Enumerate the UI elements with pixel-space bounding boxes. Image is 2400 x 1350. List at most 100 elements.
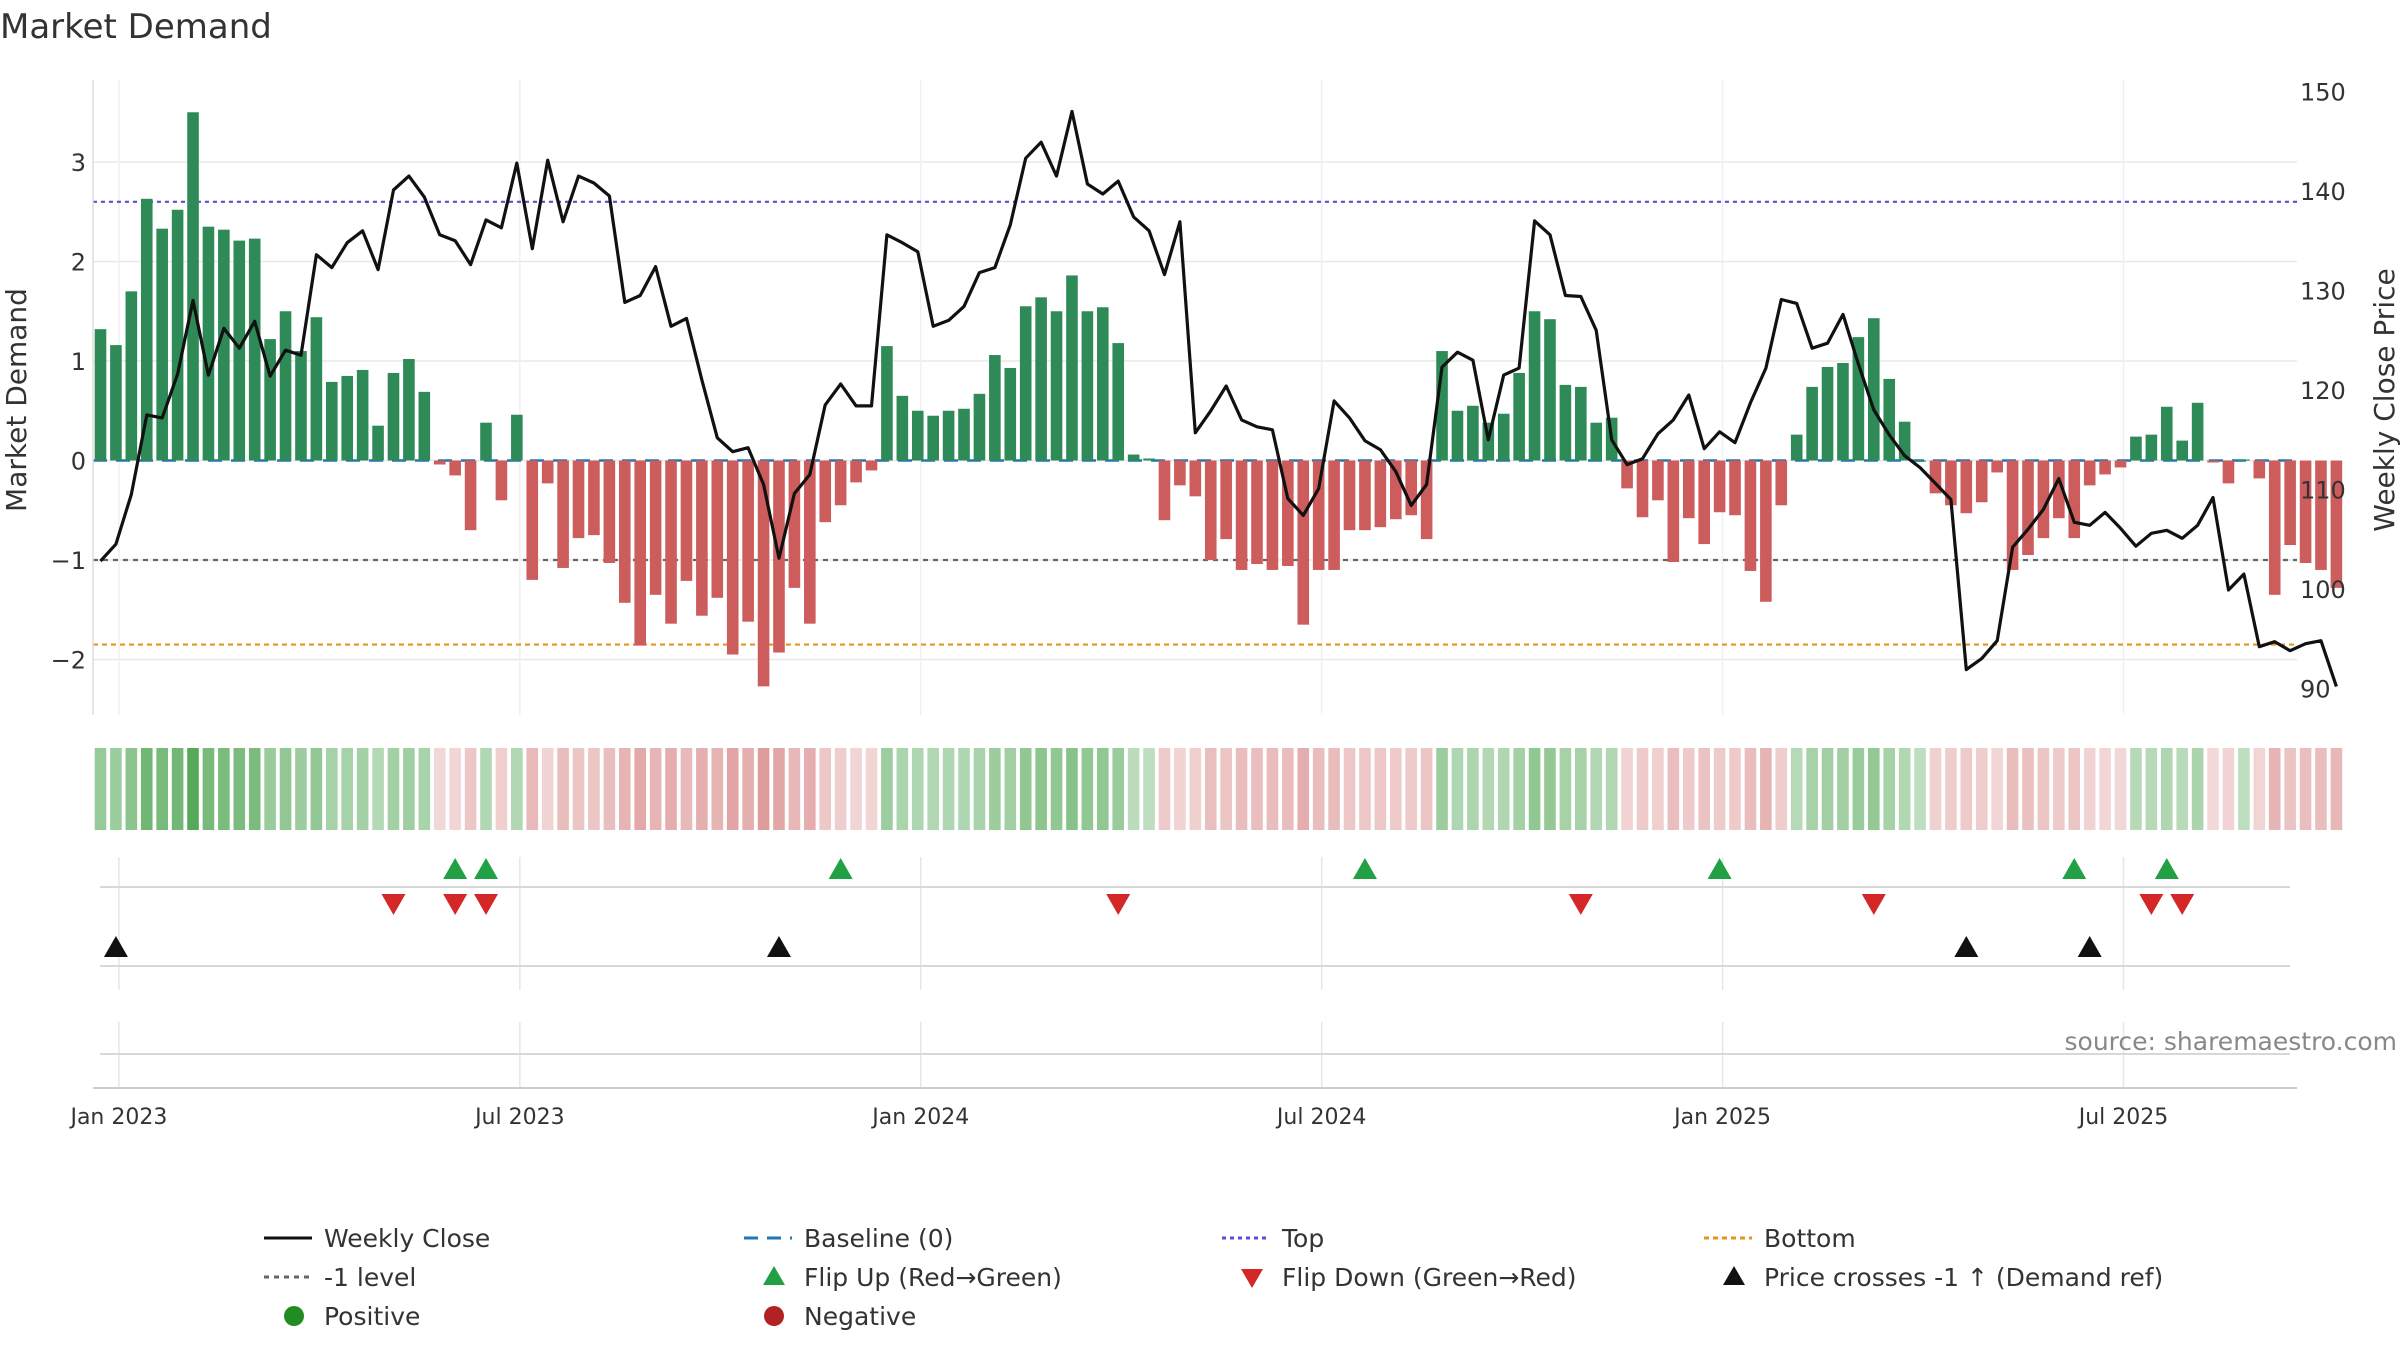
heat-cell: [1605, 748, 1618, 830]
demand-bar: [2145, 434, 2158, 461]
heat-cell: [1744, 748, 1757, 830]
heat-cell: [1004, 748, 1017, 830]
demand-bar: [2053, 460, 2065, 519]
heat-cell: [248, 748, 261, 830]
heat-cell: [588, 748, 600, 830]
demand-bar: [896, 395, 909, 461]
demand-bar: [2330, 460, 2343, 588]
demand-bar: [1667, 460, 1680, 562]
heat-cell: [2268, 748, 2281, 830]
heat-cell: [218, 748, 230, 830]
heat-cell: [881, 748, 893, 830]
heat-cell: [1328, 748, 1340, 830]
demand-bar: [187, 112, 199, 461]
heat-cell: [1467, 748, 1479, 830]
right-axis-label: Weekly Close Price: [2368, 268, 2400, 531]
demand-bar: [2099, 460, 2111, 475]
heat-cell: [1143, 748, 1155, 830]
demand-bar: [2068, 460, 2081, 539]
heat-cell: [1528, 748, 1541, 830]
right-tick-label: 110: [2300, 477, 2346, 505]
right-tick-label: 130: [2300, 278, 2346, 306]
price-line: [99, 109, 2338, 688]
demand-bar: [1220, 460, 1232, 540]
demand-bar: [1451, 410, 1464, 461]
demand-bar: [1343, 460, 1356, 531]
left-tick-label: 2: [71, 249, 86, 277]
heat-cell: [1436, 748, 1448, 830]
demand-bar: [310, 317, 323, 461]
heat-cell: [2022, 748, 2034, 830]
demand-bar: [1682, 460, 1695, 519]
demand-bar: [2083, 460, 2096, 486]
demand-bar: [1019, 306, 1032, 461]
demand-bar: [973, 393, 986, 461]
heat-cell: [233, 748, 246, 830]
x-tick-label: Jan 2024: [870, 1105, 969, 1130]
heat-cell: [1575, 748, 1587, 830]
heat-cell: [1112, 748, 1125, 830]
heat-cell: [680, 748, 693, 830]
heat-cell: [1497, 748, 1510, 830]
heat-cell: [1929, 748, 1942, 830]
demand-bar: [1482, 422, 1495, 461]
demand-bar: [2238, 459, 2250, 461]
demand-bar: [1297, 460, 1310, 625]
demand-bar: [480, 422, 492, 461]
legend-flip-up-swatch: [763, 1266, 785, 1285]
heat-cell: [2037, 748, 2050, 830]
demand-bar: [1436, 351, 1448, 461]
demand-bar: [834, 460, 847, 506]
heat-cell: [1282, 748, 1294, 830]
demand-bar: [140, 198, 153, 461]
demand-bar: [989, 355, 1001, 461]
x-tick-label: Jul 2024: [1275, 1105, 1367, 1130]
legend-flip-up-label: Flip Up (Red→Green): [804, 1263, 1062, 1292]
demand-bar: [1652, 460, 1664, 501]
heat-cell: [742, 748, 754, 830]
demand-bar: [1945, 460, 1957, 506]
demand-bar: [1883, 378, 1896, 461]
heat-cell: [2284, 748, 2296, 830]
demand-bar: [1590, 422, 1603, 461]
heat-cell: [603, 748, 616, 830]
right-tick-label: 90: [2300, 676, 2331, 704]
demand-bar: [649, 460, 662, 595]
price-line-group: [99, 109, 2338, 688]
heat-cell: [526, 748, 539, 830]
demand-bar: [788, 460, 801, 588]
left-tick-label: 3: [71, 149, 86, 177]
heat-cell: [387, 748, 400, 830]
demand-bar: [1050, 311, 1063, 461]
demand-bar: [2268, 460, 2281, 595]
demand-bar: [94, 329, 107, 461]
legend-cross-label: Price crosses -1 ↑ (Demand ref): [1764, 1263, 2163, 1292]
demand-bar: [865, 460, 878, 471]
demand-bar: [1821, 366, 1834, 461]
heat-cell: [1975, 748, 1988, 830]
demand-bar: [911, 410, 924, 461]
demand-bar: [171, 209, 184, 461]
demand-bar: [264, 339, 276, 461]
demand-bar: [1806, 386, 1818, 461]
demand-bar: [495, 460, 508, 501]
cross-up-marker: [1954, 936, 1979, 957]
demand-bar: [449, 460, 461, 476]
heat-cell: [326, 748, 338, 830]
heat-cell: [1035, 748, 1047, 830]
demand-bar: [1405, 460, 1417, 516]
left-tick-label: −1: [51, 547, 86, 575]
heat-cell: [634, 748, 646, 830]
flip-down-marker: [1106, 894, 1131, 915]
cross-up-marker: [2077, 936, 2102, 957]
demand-bar: [1837, 362, 1849, 461]
demand-bar: [1097, 307, 1109, 461]
demand-bar: [2253, 460, 2266, 479]
demand-bar: [2022, 460, 2034, 556]
heat-cell: [2330, 748, 2343, 830]
demand-bar: [2315, 460, 2327, 570]
heat-cell: [788, 748, 801, 830]
demand-bar: [603, 460, 616, 563]
heat-cell: [1760, 748, 1772, 830]
heat-cell: [865, 748, 878, 830]
